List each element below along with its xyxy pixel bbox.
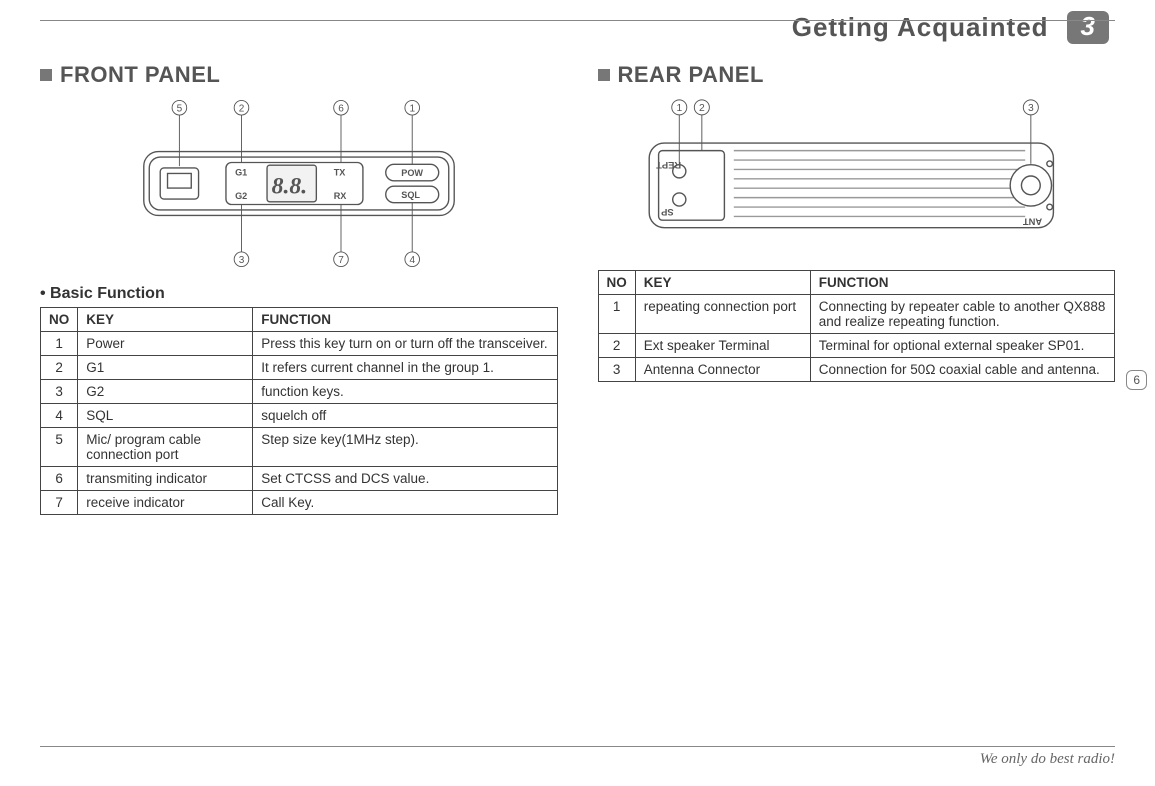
svg-text:7: 7: [338, 255, 344, 266]
table-row: 3Antenna ConnectorConnection for 50Ω coa…: [598, 358, 1115, 382]
svg-text:RX: RX: [333, 191, 346, 201]
table-row: 6transmiting indicatorSet CTCSS and DCS …: [41, 467, 558, 491]
col-no: NO: [598, 271, 635, 295]
cell-key: transmiting indicator: [78, 467, 253, 491]
table-row: 1repeating connection portConnecting by …: [598, 295, 1115, 334]
front-panel-diagram: G1 G2 TX RX POW SQL 8.8.: [40, 96, 558, 271]
basic-function-heading: • Basic Function: [40, 285, 558, 303]
svg-text:POW: POW: [401, 168, 423, 178]
front-panel-table: NO KEY FUNCTION 1PowerPress this key tur…: [40, 307, 558, 515]
cell-key: G2: [78, 380, 253, 404]
page-title: Getting Acquainted: [784, 12, 1057, 43]
cell-no: 4: [41, 404, 78, 428]
cell-key: Power: [78, 332, 253, 356]
svg-text:G2: G2: [235, 191, 247, 201]
cell-function: It refers current channel in the group 1…: [253, 356, 557, 380]
col-fn: FUNCTION: [810, 271, 1114, 295]
cell-no: 2: [41, 356, 78, 380]
svg-text:2: 2: [238, 103, 244, 114]
front-panel-heading: FRONT PANEL: [40, 62, 558, 88]
cell-no: 1: [598, 295, 635, 334]
cell-no: 1: [41, 332, 78, 356]
square-bullet-icon: [40, 69, 52, 81]
header-bar: Getting Acquainted 3: [40, 11, 1115, 44]
table-row: 5Mic/ program cable connection portStep …: [41, 428, 558, 467]
page-footer: We only do best radio!: [40, 746, 1115, 768]
square-bullet-icon: [598, 69, 610, 81]
cell-no: 6: [41, 467, 78, 491]
col-key: KEY: [78, 308, 253, 332]
front-panel-title: FRONT PANEL: [60, 62, 220, 88]
cell-no: 2: [598, 334, 635, 358]
cell-function: function keys.: [253, 380, 557, 404]
cell-function: Connection for 50Ω coaxial cable and ant…: [810, 358, 1114, 382]
svg-text:SQL: SQL: [401, 190, 420, 200]
svg-text:4: 4: [409, 255, 415, 266]
svg-text:3: 3: [238, 255, 244, 266]
cell-function: squelch off: [253, 404, 557, 428]
cell-function: Press this key turn on or turn off the t…: [253, 332, 557, 356]
svg-text:REPT: REPT: [656, 160, 681, 171]
cell-no: 3: [41, 380, 78, 404]
col-fn: FUNCTION: [253, 308, 557, 332]
svg-text:1: 1: [409, 103, 415, 114]
col-no: NO: [41, 308, 78, 332]
table-row: 4SQL squelch off: [41, 404, 558, 428]
side-page-tab: 6: [1126, 370, 1147, 390]
cell-function: Connecting by repeater cable to another …: [810, 295, 1114, 334]
page-number-badge: 3: [1067, 11, 1109, 44]
table-row: 7receive indicatorCall Key.: [41, 491, 558, 515]
table-row: 2Ext speaker TerminalTerminal for option…: [598, 334, 1115, 358]
cell-key: repeating connection port: [635, 295, 810, 334]
cell-key: Ext speaker Terminal: [635, 334, 810, 358]
table-row: 3G2function keys.: [41, 380, 558, 404]
table-row: 1PowerPress this key turn on or turn off…: [41, 332, 558, 356]
cell-function: Call Key.: [253, 491, 557, 515]
col-key: KEY: [635, 271, 810, 295]
cell-key: receive indicator: [78, 491, 253, 515]
cell-key: G1: [78, 356, 253, 380]
footer-slogan: We only do best radio!: [40, 751, 1115, 768]
cell-function: Set CTCSS and DCS value.: [253, 467, 557, 491]
svg-text:1: 1: [677, 103, 683, 114]
svg-text:5: 5: [176, 103, 182, 114]
cell-no: 5: [41, 428, 78, 467]
svg-text:6: 6: [338, 103, 344, 114]
rear-panel-diagram: REPT SP ANT 1 2 3: [598, 96, 1116, 256]
rear-panel-table: NO KEY FUNCTION 1repeating connection po…: [598, 270, 1116, 382]
cell-no: 3: [598, 358, 635, 382]
svg-text:TX: TX: [333, 167, 345, 177]
svg-text:ANT: ANT: [1023, 216, 1043, 227]
table-row: 2G1It refers current channel in the grou…: [41, 356, 558, 380]
rear-panel-heading: REAR PANEL: [598, 62, 1116, 88]
cell-key: Mic/ program cable connection port: [78, 428, 253, 467]
cell-key: Antenna Connector: [635, 358, 810, 382]
svg-text:2: 2: [699, 103, 705, 114]
cell-function: Step size key(1MHz step).: [253, 428, 557, 467]
svg-text:G1: G1: [235, 167, 247, 177]
cell-key: SQL: [78, 404, 253, 428]
svg-text:SP: SP: [661, 207, 674, 218]
rear-panel-title: REAR PANEL: [618, 62, 764, 88]
cell-function: Terminal for optional external speaker S…: [810, 334, 1114, 358]
cell-no: 7: [41, 491, 78, 515]
svg-text:8.8.: 8.8.: [271, 174, 307, 200]
svg-text:3: 3: [1028, 103, 1034, 114]
